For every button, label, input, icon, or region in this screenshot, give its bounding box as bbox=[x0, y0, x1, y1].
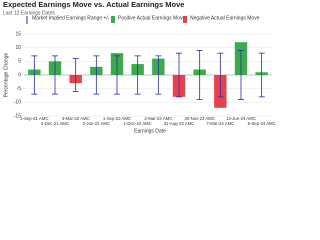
y-tick-label: -10 bbox=[14, 100, 21, 106]
legend-label: Market Implied Earnings Range +/- bbox=[32, 15, 110, 21]
y-tick-label: -15 bbox=[14, 113, 21, 119]
y-tick-label: -5 bbox=[17, 86, 22, 92]
x-axis-label: Earnings Date bbox=[134, 128, 166, 134]
y-axis-label: Percentage Change bbox=[3, 53, 9, 98]
x-tick-label: 2-Mar-23 AMC bbox=[144, 116, 172, 121]
legend-label: Positive Actual Earnings Move bbox=[118, 15, 185, 21]
y-tick-label: 15 bbox=[15, 31, 21, 37]
x-tick-label: 1-Dec-22 AMC bbox=[124, 121, 152, 126]
chart-title: Expected Earnings Move vs. Actual Earnin… bbox=[3, 0, 184, 9]
x-tick-label: 31-Aug-23 AMC bbox=[164, 121, 195, 126]
legend-label: Negative Actual Earnings Move bbox=[190, 15, 260, 21]
x-tick-label: 13-Jun-24 AMC bbox=[226, 116, 256, 121]
x-tick-label: 2-Jun-22 AMC bbox=[83, 121, 110, 126]
x-tick-label: 30-Nov-23 AMC bbox=[184, 116, 215, 121]
y-tick-label: 10 bbox=[15, 45, 21, 51]
chart-subtitle: Last 12 Earnings Dates bbox=[3, 10, 55, 16]
x-tick-label: 5-Sep-24 AMC bbox=[248, 121, 276, 126]
x-tick-label: 1-Sep-22 AMC bbox=[103, 116, 131, 121]
legend-swatch bbox=[183, 16, 187, 23]
x-tick-label: 2-Sep-21 AMC bbox=[20, 116, 48, 121]
y-tick-label: 0 bbox=[18, 72, 21, 78]
y-tick-label: 5 bbox=[18, 59, 21, 65]
legend-swatch bbox=[111, 16, 115, 23]
x-tick-label: 3-Mar-22 AMC bbox=[62, 116, 90, 121]
x-tick-label: 7-Mar-24 AMC bbox=[206, 121, 234, 126]
chart: Expected Earnings Move vs. Actual Earnin… bbox=[3, 0, 276, 134]
x-tick-label: 2-Dec-21 AMC bbox=[41, 121, 69, 126]
